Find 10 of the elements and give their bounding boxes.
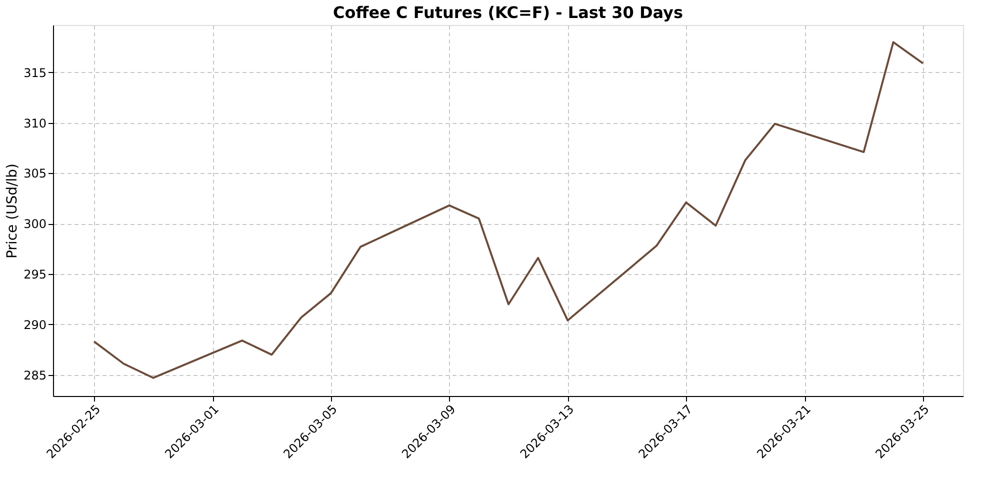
y-tick-label: 305 [24, 166, 46, 181]
line-series [93, 41, 924, 379]
chart-title: Coffee C Futures (KC=F) - Last 30 Days [333, 3, 683, 22]
y-axis-title: Price (USd/lb) [4, 163, 21, 259]
y-tick-label: 295 [24, 268, 46, 282]
y-tick-label: 300 [24, 217, 46, 232]
y-tick-label: 315 [24, 66, 46, 80]
y-tick-label: 310 [24, 116, 46, 130]
y-tick-label: 290 [24, 318, 46, 332]
y-tick-label: 285 [24, 368, 46, 382]
